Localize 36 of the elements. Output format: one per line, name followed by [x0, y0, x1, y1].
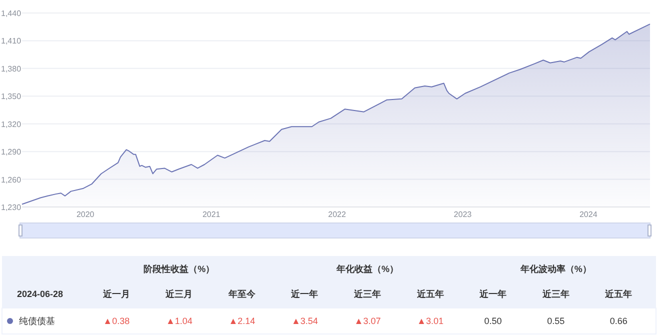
- y-tick-label: 1,350: [1, 92, 22, 102]
- text: 年至今: [227, 289, 256, 299]
- text: 年化波动率（%）: [519, 264, 592, 274]
- text: 近五年: [604, 289, 632, 299]
- text: 0.55: [547, 316, 565, 326]
- x-tick-label: 2022: [328, 210, 346, 219]
- text: 近三年: [541, 289, 570, 299]
- text: ▲3.01: [417, 316, 444, 326]
- text: ▲2.14: [228, 316, 256, 326]
- text: 0.66: [610, 316, 628, 326]
- text: ▲1.04: [166, 316, 192, 326]
- y-tick-label: 1,440: [1, 9, 22, 18]
- text: 近一年: [478, 289, 507, 299]
- text: 近一月: [102, 289, 130, 299]
- text: 近三月: [164, 289, 193, 299]
- text: 近一年: [290, 289, 318, 299]
- text: 0.50: [484, 316, 502, 326]
- y-tick-label: 1,260: [1, 175, 22, 184]
- text: 近五年: [416, 289, 444, 299]
- text: 近三年: [353, 289, 381, 299]
- text: 2024-06-28: [16, 289, 64, 299]
- x-tick-label: 2020: [76, 210, 95, 219]
- y-tick-label: 1,410: [1, 36, 22, 46]
- x-tick-label: 2021: [202, 210, 221, 219]
- y-tick-label: 1,290: [1, 148, 22, 157]
- x-tick-label: 2023: [454, 210, 472, 219]
- y-tick-label: 1,320: [1, 120, 22, 129]
- text: ▲3.07: [354, 316, 381, 326]
- text: 阶段性收益（%）: [144, 264, 215, 274]
- text: ▲0.38: [103, 316, 130, 326]
- text: 年化收益（%）: [335, 264, 399, 274]
- text: ▲3.54: [292, 316, 318, 326]
- legend-label: 纯债债基: [19, 316, 55, 326]
- y-tick-label: 1,230: [1, 203, 22, 212]
- y-tick-label: 1,380: [1, 64, 22, 74]
- x-tick-label: 2024: [579, 210, 598, 219]
